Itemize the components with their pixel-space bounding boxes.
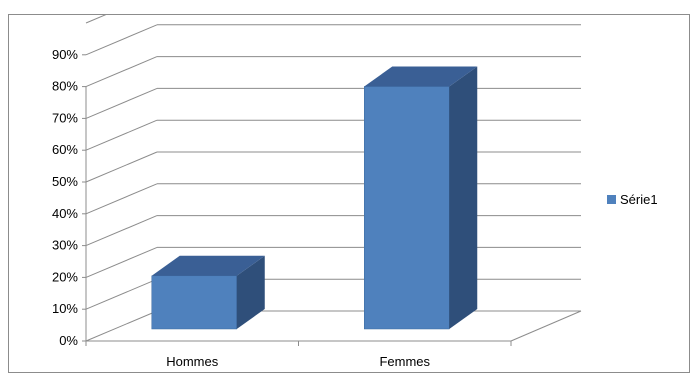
chart-area: 0% 10% 20% 30% 40% 50% 60% 70% 80% 90% Hommes Femm… bbox=[8, 14, 690, 373]
gridline-side bbox=[85, 15, 107, 24]
bars bbox=[151, 66, 478, 330]
bar-side-face bbox=[449, 66, 478, 329]
bar-front-face bbox=[364, 86, 450, 330]
bar-top-face bbox=[151, 255, 265, 276]
floor-edge bbox=[510, 310, 582, 342]
legend-swatch bbox=[607, 195, 616, 204]
bar-front-face bbox=[151, 275, 237, 330]
gridline-side bbox=[85, 56, 158, 88]
x-tick-label: Hommes bbox=[166, 354, 219, 369]
y-tick-label: 30% bbox=[52, 238, 78, 253]
bar-chart-3d: 0% 10% 20% 30% 40% 50% 60% 70% 80% 90% Hommes Femm… bbox=[52, 15, 658, 369]
bar-top-face bbox=[364, 66, 478, 87]
bar-hommes bbox=[151, 255, 265, 330]
legend: Série1 bbox=[607, 192, 658, 207]
x-tick-label: Femmes bbox=[379, 354, 430, 369]
y-tick-label: 50% bbox=[52, 174, 78, 189]
gridline-side bbox=[85, 278, 158, 310]
bar-femmes bbox=[364, 66, 478, 330]
gridline-side bbox=[85, 151, 158, 183]
legend-label: Série1 bbox=[620, 192, 658, 207]
legend-entry: Série1 bbox=[607, 192, 658, 207]
axes bbox=[82, 54, 512, 346]
gridline-side bbox=[85, 87, 158, 119]
gridline-side bbox=[85, 246, 158, 278]
gridline-side bbox=[85, 24, 158, 56]
y-tick-label: 10% bbox=[52, 301, 78, 316]
y-axis-ticks: 0% 10% 20% 30% 40% 50% 60% 70% 80% 90% bbox=[52, 47, 78, 348]
y-tick-label: 80% bbox=[52, 79, 78, 94]
bar-side-face bbox=[236, 255, 265, 329]
y-tick-label: 40% bbox=[52, 206, 78, 221]
y-tick-label: 90% bbox=[52, 47, 78, 62]
gridline-side bbox=[85, 183, 158, 215]
y-tick-label: 0% bbox=[59, 333, 78, 348]
x-axis-categories: Hommes Femmes bbox=[166, 354, 430, 369]
gridline-side bbox=[85, 215, 158, 247]
y-tick-label: 70% bbox=[52, 110, 78, 125]
y-tick-label: 60% bbox=[52, 142, 78, 157]
y-tick-label: 20% bbox=[52, 269, 78, 284]
gridline-side bbox=[85, 310, 158, 342]
gridline-side bbox=[85, 119, 158, 151]
